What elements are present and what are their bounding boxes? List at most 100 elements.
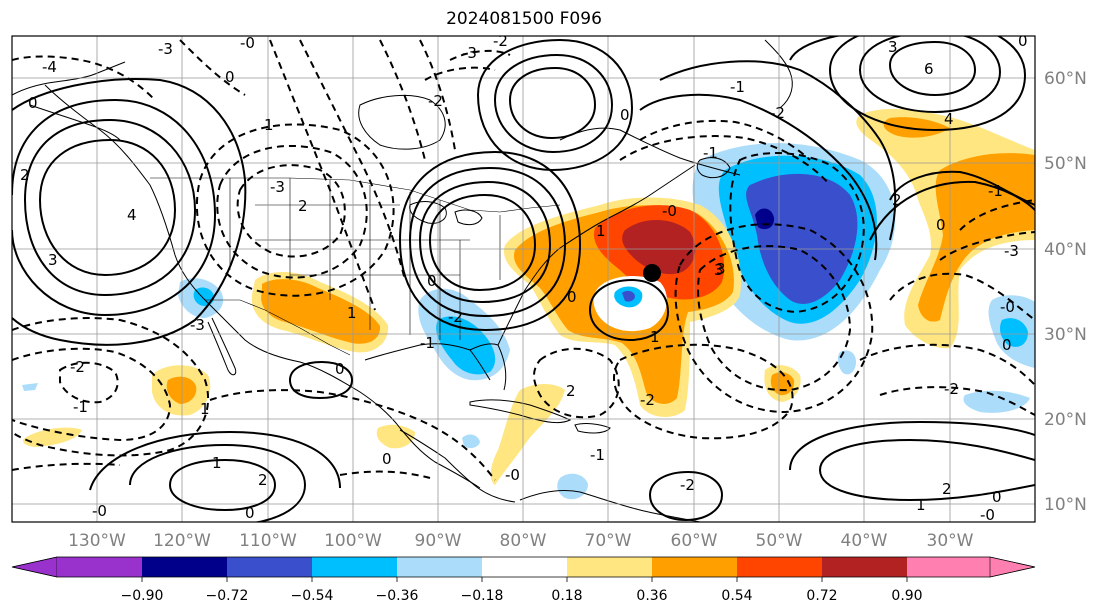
colorbar-extend-low: [11, 556, 58, 578]
anomaly-fill-caribbean-lightblue: [462, 434, 588, 500]
baja-california: [207, 317, 237, 376]
colorbar-tick-label: −0.18: [461, 588, 504, 604]
anomaly-fill-tropics-orange-a: [770, 372, 795, 396]
east-coast: [497, 164, 696, 346]
dashed-contour-rockies-2: [216, 145, 368, 279]
dashed-contour-east-atlantic-2: [859, 343, 1035, 386]
contour-high-greenland-1: [888, 40, 977, 97]
contour-label: 0: [936, 216, 946, 234]
contour-label: 1: [264, 116, 274, 134]
greenland-coast: [764, 39, 793, 109]
colorbar-tick-label: −0.54: [291, 588, 334, 604]
contour-label: 2: [566, 382, 576, 400]
contour-label: -0: [505, 466, 520, 484]
lon-label: 100°W: [324, 531, 382, 551]
dashed-contour-north-atlantic-1: [639, 119, 811, 161]
contour-label: -2: [448, 308, 463, 326]
contour-label: 3: [888, 38, 898, 56]
colorbar-tick-label: 0.54: [721, 588, 752, 604]
lat-label: 20°N: [1044, 410, 1087, 430]
contour-label: 0: [382, 450, 392, 468]
dashed-contour-atlantic-2: [674, 223, 874, 414]
anomaly-fill-layer: [22, 108, 1035, 500]
contour-label: 0: [620, 106, 630, 124]
contour-label: -1: [730, 78, 745, 96]
contour-label: 2: [20, 166, 30, 184]
dashed-contour-rockies-1: [236, 164, 346, 258]
dashed-contour-trough-3: [379, 39, 456, 161]
contour-label: 2: [942, 480, 952, 498]
contour-label: -3: [270, 178, 285, 196]
contour-label: -3: [190, 316, 205, 334]
lon-label: 110°W: [239, 531, 297, 551]
anomaly-fill-south-atlantic-blue: [746, 173, 858, 304]
cuba: [469, 399, 572, 424]
contour-label: 4: [944, 110, 954, 128]
contour-low-greatlakes-1: [428, 193, 537, 292]
colorbar-bin: [907, 557, 990, 577]
contour-atlantic-south-2: [789, 420, 1035, 471]
anomaly-fill-east-coast-firebrick: [622, 220, 696, 275]
lat-label: 30°N: [1044, 325, 1087, 345]
anomaly-fill-mexico-deepsky: [193, 287, 215, 306]
contour-label: -2: [944, 380, 959, 398]
state-borders-layer: [150, 177, 561, 356]
dashed-contour-far-east-1: [939, 199, 1035, 261]
contour-label: 3: [716, 260, 726, 278]
hudson-bay: [358, 95, 446, 150]
contour-label: -2: [680, 476, 695, 494]
colorbar-bin: [482, 557, 567, 577]
contour-label: -0: [662, 202, 677, 220]
contour-label: -1: [73, 398, 88, 416]
anomaly-fill-tiny-blue: [22, 383, 38, 391]
colorbar-bin: [822, 557, 907, 577]
contour-west-atlantic-arc: [639, 93, 878, 261]
contour-label: 0: [225, 68, 235, 86]
us-mexico-border: [205, 299, 351, 356]
dashed-contour-hudson-dash: [424, 49, 511, 81]
contour-high-pacific-1: [38, 138, 177, 277]
contour-low-greatlakes-2: [418, 180, 552, 304]
colorbar-bin: [652, 557, 737, 577]
anomaly-fill-pacific-orange: [166, 376, 197, 404]
anomaly-fill-pacific-yellow: [23, 365, 415, 449]
colorbar-tick-label: 0.18: [551, 588, 582, 604]
anomaly-fill-mid-atlantic-deepsky: [1000, 318, 1028, 347]
colorbar-tick-label: 0.72: [806, 588, 837, 604]
positive-contour-layer: [12, 36, 1035, 522]
contour-subtropical-high-3: [89, 430, 341, 491]
newfoundland: [696, 157, 731, 179]
contour-label: -2: [640, 391, 655, 409]
colorbar-extend-high: [989, 556, 1036, 578]
contour-label: -1: [988, 182, 1003, 200]
latitude-labels: 60°N 50°N 40°N 30°N 20°N 10°N: [1044, 69, 1087, 515]
colorbar: −0.90 −0.72 −0.54 −0.36 −0.18 0.18 0.36 …: [11, 556, 1036, 604]
lon-label: 50°W: [756, 531, 803, 551]
contour-label: 0: [245, 504, 255, 522]
lon-label: 30°W: [927, 531, 974, 551]
colorbar-bin: [567, 557, 652, 577]
contour-label: -3: [462, 44, 477, 62]
contour-label: -2: [493, 32, 508, 50]
contour-label: -3: [1004, 242, 1019, 260]
lat-label: 10°N: [1044, 495, 1087, 515]
contour-label: -1: [420, 334, 435, 352]
lon-label: 120°W: [153, 531, 211, 551]
contour-high-hudson-3: [476, 38, 634, 172]
contour-label: -4: [42, 58, 57, 76]
contour-atlantic-south-1: [819, 438, 1035, 502]
aleutians: [29, 104, 121, 141]
colorbar-bin: [397, 557, 482, 577]
contour-label-layer: -3 -0 -4 0 0 1 2 3 4 -3 2 -2 -3 -1 1 1 2…: [20, 32, 1028, 522]
colorbar-outline: [11, 556, 1036, 578]
contour-label: -0: [92, 502, 107, 520]
lon-label: 40°W: [841, 531, 888, 551]
contour-label: -1: [703, 144, 718, 162]
contour-caribbean-closed: [648, 470, 724, 522]
contour-high-greenland-3: [828, 36, 1027, 132]
contour-low-greatlakes-4: [398, 150, 582, 332]
dashed-contour-trough-1: [299, 39, 406, 281]
colorbar-bin: [57, 557, 142, 577]
contour-gulf-closed: [288, 360, 354, 400]
